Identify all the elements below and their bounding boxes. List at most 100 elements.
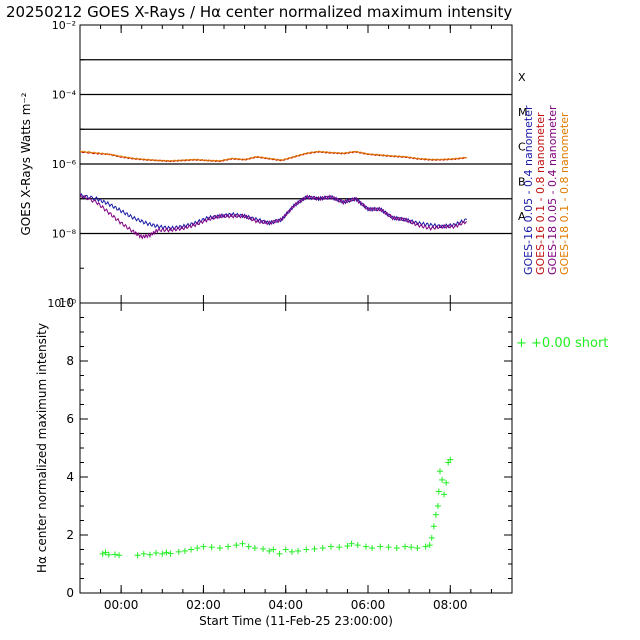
halpha-point	[194, 545, 201, 552]
halpha-point	[362, 543, 369, 550]
halpha-scatter-points	[99, 456, 454, 559]
halpha-point	[432, 511, 439, 518]
halpha-y-tick-label: 10	[59, 296, 74, 310]
halpha-point	[428, 534, 435, 541]
xray-y-tick-label: 10⁻⁸	[52, 228, 77, 241]
halpha-point	[443, 479, 450, 486]
halpha-panel-frame	[79, 302, 513, 594]
halpha-point	[146, 551, 153, 558]
halpha-point	[159, 550, 166, 557]
halpha-point	[319, 545, 326, 552]
flare-class-a: A	[518, 210, 526, 223]
halpha-point	[377, 543, 384, 550]
halpha-y-tick-label: 0	[66, 586, 74, 600]
halpha-point	[437, 468, 443, 475]
halpha-point	[369, 545, 376, 552]
xray-y-tick-label: 10⁻⁴	[52, 89, 77, 102]
x-tick-label: 06:00	[351, 598, 386, 612]
xray-y-tick-label: 10⁻¹⁰	[47, 297, 76, 310]
halpha-point	[408, 544, 415, 551]
flare-class-labels: X M C B A	[518, 71, 528, 223]
halpha-point	[276, 550, 283, 557]
halpha-point	[426, 542, 433, 549]
xray-y-tick-label: 10⁻⁶	[52, 158, 77, 171]
halpha-legend-entry: + +0.00 short	[516, 336, 608, 351]
xray-legend: GOES-16 0.05 - 0.4 nanometer GOES-16 0.1 …	[522, 105, 571, 275]
x-tick-label: 08:00	[433, 598, 468, 612]
halpha-point	[99, 550, 106, 557]
halpha-point	[200, 543, 207, 550]
halpha-point	[430, 523, 437, 530]
halpha-y-tick-label: 6	[66, 412, 74, 426]
flare-class-b: B	[518, 175, 526, 188]
halpha-point	[270, 546, 277, 553]
halpha-point	[348, 540, 355, 547]
halpha-point	[175, 548, 182, 555]
xray-series-line-3	[79, 193, 468, 240]
halpha-point	[354, 542, 361, 549]
halpha-point	[102, 549, 109, 556]
halpha-point	[225, 543, 232, 550]
xray-series	[79, 150, 468, 240]
halpha-y-axis-label: Hα center normalized maximum intensity	[35, 323, 49, 573]
flare-class-x: X	[518, 71, 526, 84]
halpha-point	[188, 546, 195, 553]
halpha-point	[111, 551, 118, 558]
halpha-point	[385, 544, 392, 551]
halpha-point	[311, 545, 318, 552]
halpha-point	[402, 543, 409, 550]
halpha-point	[233, 542, 240, 549]
halpha-point	[414, 545, 421, 552]
xray-legend-entry-4: GOES-18 0.1 - 0.8 nanometer	[558, 112, 571, 275]
x-tick-label: 02:00	[186, 598, 221, 612]
x-axis-label: Start Time (11-Feb-25 23:00:00)	[199, 614, 393, 628]
halpha-point	[393, 545, 400, 552]
x-tick-label: 04:00	[268, 598, 303, 612]
halpha-point	[216, 545, 223, 552]
halpha-point	[441, 491, 448, 498]
halpha-point	[181, 547, 188, 554]
halpha-point	[303, 546, 310, 553]
halpha-point	[447, 456, 454, 463]
flare-class-c: C	[518, 141, 526, 154]
xray-series-line-1	[79, 192, 468, 232]
halpha-point	[134, 552, 141, 559]
halpha-point	[422, 543, 429, 550]
halpha-y-tick-label: 2	[66, 528, 74, 542]
halpha-point	[239, 540, 246, 547]
halpha-point	[439, 476, 446, 483]
halpha-point	[282, 546, 289, 553]
halpha-y-tick-label: 4	[66, 470, 74, 484]
halpha-point	[163, 549, 170, 556]
halpha-point	[266, 547, 273, 554]
flare-class-m: M	[518, 106, 528, 119]
halpha-point	[288, 548, 295, 555]
halpha-point	[105, 551, 112, 558]
halpha-point	[167, 550, 174, 557]
time-x-axis: 00:00 02:00 04:00 06:00 08:00	[79, 25, 513, 612]
halpha-point	[260, 545, 267, 552]
halpha-y-axis: 0 2 4 6 8 10	[59, 296, 512, 600]
halpha-point	[251, 545, 258, 552]
x-tick-label: 00:00	[104, 598, 139, 612]
xray-y-tick-label: 10⁻²	[52, 19, 76, 32]
halpha-point	[208, 544, 215, 551]
xray-gridlines	[80, 59, 512, 235]
chart-title: 20250212 GOES X-Rays / Hα center normali…	[6, 3, 512, 21]
halpha-y-tick-label: 8	[66, 354, 74, 368]
halpha-point	[295, 547, 302, 554]
xray-series-line-4	[79, 150, 467, 162]
xray-legend-entry-2: GOES-16 0.1 - 0.8 nanometer	[534, 112, 547, 275]
halpha-point	[327, 543, 334, 550]
halpha-point	[245, 543, 252, 550]
halpha-point	[116, 552, 123, 559]
xray-y-axis-label: GOES X-Rays Watts m⁻²	[19, 92, 33, 235]
halpha-point	[434, 503, 441, 509]
halpha-point	[140, 550, 147, 557]
xray-legend-entry-3: GOES-18 0.05 - 0.4 nanometer	[546, 105, 559, 275]
xray-legend-entry-1: GOES-16 0.05 - 0.4 nanometer	[522, 105, 535, 275]
halpha-point	[435, 488, 442, 495]
halpha-point	[344, 543, 351, 550]
halpha-point	[336, 544, 343, 551]
